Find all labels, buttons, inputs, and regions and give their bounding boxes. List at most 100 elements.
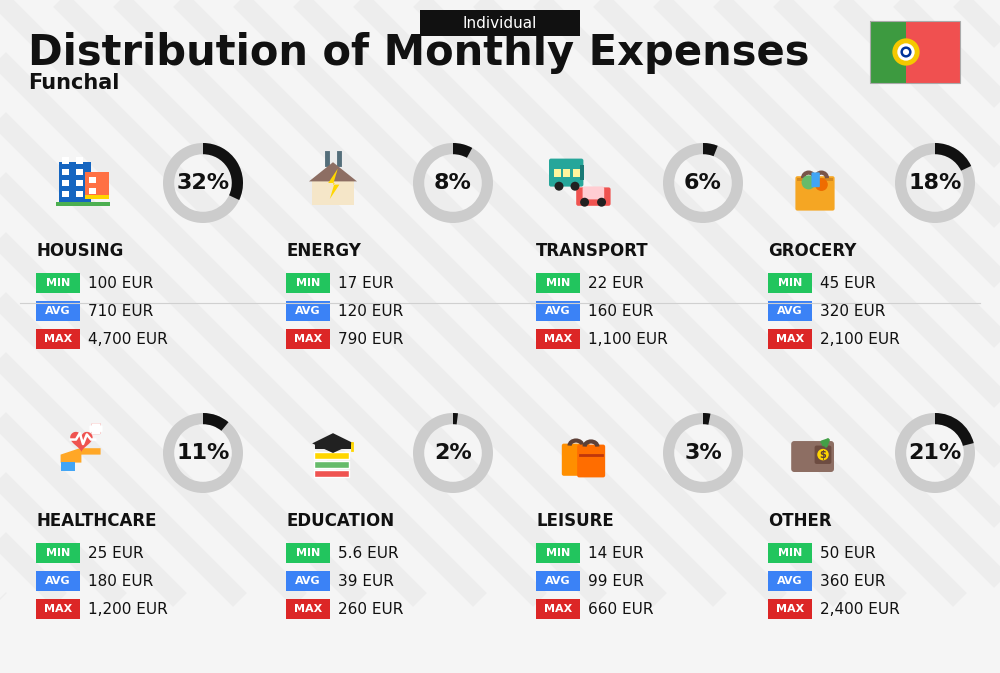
Wedge shape	[203, 143, 243, 200]
FancyBboxPatch shape	[89, 425, 103, 432]
Circle shape	[817, 449, 829, 460]
FancyBboxPatch shape	[576, 187, 611, 206]
Wedge shape	[895, 143, 975, 223]
FancyBboxPatch shape	[286, 329, 330, 349]
FancyBboxPatch shape	[768, 301, 812, 321]
FancyBboxPatch shape	[62, 191, 69, 197]
FancyBboxPatch shape	[768, 273, 812, 293]
Text: 17 EUR: 17 EUR	[338, 275, 394, 291]
Wedge shape	[163, 413, 243, 493]
Text: 320 EUR: 320 EUR	[820, 304, 885, 318]
Circle shape	[580, 198, 589, 207]
Text: AVG: AVG	[777, 576, 803, 586]
Text: HEALTHCARE: HEALTHCARE	[36, 512, 156, 530]
Circle shape	[892, 38, 920, 66]
FancyBboxPatch shape	[811, 172, 820, 187]
Wedge shape	[935, 413, 974, 446]
FancyBboxPatch shape	[314, 452, 349, 459]
FancyBboxPatch shape	[580, 166, 584, 180]
Text: Individual: Individual	[463, 15, 537, 30]
Circle shape	[815, 178, 828, 191]
FancyBboxPatch shape	[536, 571, 580, 591]
Text: 790 EUR: 790 EUR	[338, 332, 403, 347]
Text: 6%: 6%	[684, 173, 722, 193]
FancyBboxPatch shape	[554, 169, 561, 176]
FancyBboxPatch shape	[815, 446, 831, 464]
Text: TRANSPORT: TRANSPORT	[536, 242, 649, 260]
Text: LEISURE: LEISURE	[536, 512, 614, 530]
Circle shape	[900, 46, 912, 58]
FancyBboxPatch shape	[89, 188, 96, 194]
Text: Distribution of Monthly Expenses: Distribution of Monthly Expenses	[28, 32, 810, 74]
Text: MAX: MAX	[44, 604, 72, 614]
Circle shape	[897, 43, 915, 61]
FancyBboxPatch shape	[59, 162, 91, 202]
Text: 2%: 2%	[434, 443, 472, 463]
Text: 3%: 3%	[684, 443, 722, 463]
Text: 260 EUR: 260 EUR	[338, 602, 403, 616]
FancyBboxPatch shape	[286, 571, 330, 591]
Polygon shape	[309, 162, 357, 182]
Text: 2,400 EUR: 2,400 EUR	[820, 602, 900, 616]
FancyBboxPatch shape	[36, 571, 80, 591]
Wedge shape	[935, 143, 971, 171]
Text: MIN: MIN	[546, 278, 570, 288]
FancyBboxPatch shape	[76, 169, 83, 175]
Polygon shape	[312, 182, 354, 205]
Text: 660 EUR: 660 EUR	[588, 602, 654, 616]
Text: 18%: 18%	[908, 173, 962, 193]
Text: AVG: AVG	[45, 306, 71, 316]
FancyBboxPatch shape	[577, 445, 605, 477]
Text: 39 EUR: 39 EUR	[338, 573, 394, 588]
FancyBboxPatch shape	[92, 423, 101, 434]
Circle shape	[597, 198, 606, 207]
FancyBboxPatch shape	[315, 444, 351, 449]
Text: 8%: 8%	[434, 173, 472, 193]
FancyBboxPatch shape	[795, 176, 835, 211]
Wedge shape	[663, 413, 743, 493]
Text: EDUCATION: EDUCATION	[286, 512, 394, 530]
Wedge shape	[895, 413, 975, 493]
Text: MIN: MIN	[546, 548, 570, 558]
FancyBboxPatch shape	[768, 329, 812, 349]
Text: MAX: MAX	[776, 604, 804, 614]
FancyBboxPatch shape	[36, 329, 80, 349]
FancyBboxPatch shape	[549, 159, 583, 186]
Circle shape	[571, 182, 579, 190]
Text: AVG: AVG	[45, 576, 71, 586]
Text: Funchal: Funchal	[28, 73, 119, 93]
Wedge shape	[453, 413, 458, 425]
FancyBboxPatch shape	[286, 543, 330, 563]
FancyBboxPatch shape	[768, 543, 812, 563]
Text: 120 EUR: 120 EUR	[338, 304, 403, 318]
FancyBboxPatch shape	[56, 202, 110, 206]
Circle shape	[802, 176, 816, 189]
Wedge shape	[703, 413, 710, 425]
Text: ENERGY: ENERGY	[286, 242, 361, 260]
FancyBboxPatch shape	[76, 157, 83, 164]
FancyBboxPatch shape	[768, 599, 812, 619]
FancyBboxPatch shape	[536, 301, 580, 321]
FancyBboxPatch shape	[286, 301, 330, 321]
Text: AVG: AVG	[777, 306, 803, 316]
FancyBboxPatch shape	[36, 301, 80, 321]
Wedge shape	[413, 143, 493, 223]
Wedge shape	[163, 143, 243, 223]
Wedge shape	[453, 143, 472, 157]
FancyBboxPatch shape	[62, 169, 69, 175]
Text: MIN: MIN	[778, 278, 802, 288]
Polygon shape	[328, 169, 339, 199]
FancyBboxPatch shape	[36, 599, 80, 619]
Text: 5.6 EUR: 5.6 EUR	[338, 546, 399, 561]
FancyBboxPatch shape	[573, 169, 580, 176]
Text: MAX: MAX	[294, 334, 322, 344]
FancyBboxPatch shape	[420, 10, 580, 36]
FancyBboxPatch shape	[583, 186, 604, 199]
FancyBboxPatch shape	[36, 273, 80, 293]
Text: 99 EUR: 99 EUR	[588, 573, 644, 588]
Text: MAX: MAX	[544, 334, 572, 344]
Text: MAX: MAX	[776, 334, 804, 344]
FancyBboxPatch shape	[92, 423, 101, 434]
FancyBboxPatch shape	[314, 461, 349, 468]
Polygon shape	[70, 432, 93, 452]
